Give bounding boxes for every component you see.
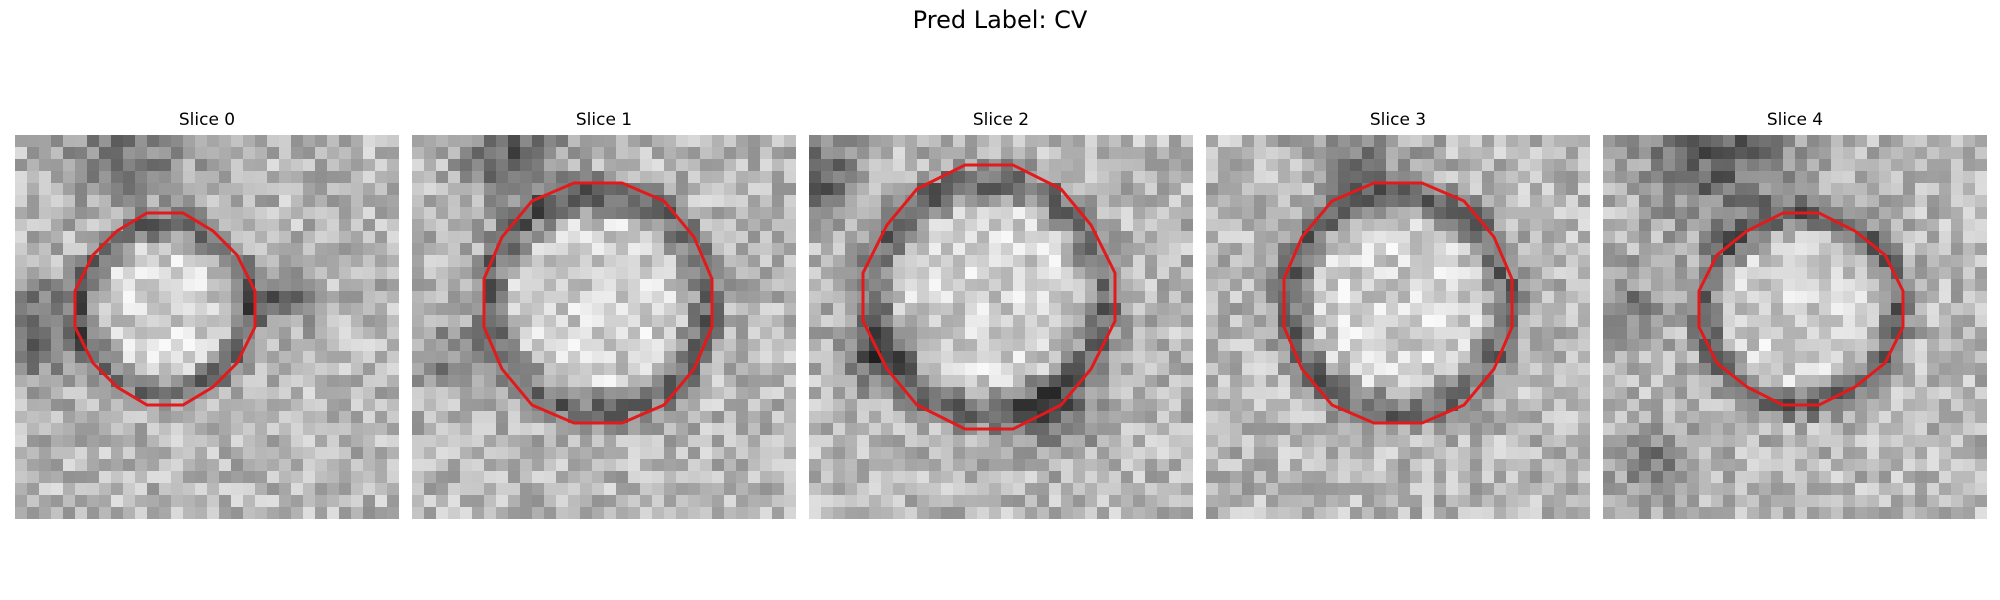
slice-panel: Slice 4 <box>1603 108 1987 519</box>
slice-title: Slice 3 <box>1369 110 1427 130</box>
slice-image <box>1603 135 1987 519</box>
contour-outline <box>1697 211 1905 407</box>
slice-image <box>15 135 399 519</box>
slice-title: Slice 2 <box>972 110 1030 130</box>
figure-title: Pred Label: CV <box>912 6 1088 34</box>
contour-outline <box>1282 181 1514 425</box>
slice-title: Slice 0 <box>178 110 236 130</box>
slice-image <box>1206 135 1590 519</box>
slice-image <box>412 135 796 519</box>
slice-title: Slice 4 <box>1766 110 1824 130</box>
contour-outline <box>861 163 1117 431</box>
slice-title: Slice 1 <box>575 110 633 130</box>
slice-panel: Slice 1 <box>412 108 796 519</box>
slice-panel: Slice 0 <box>15 108 399 519</box>
slice-image <box>809 135 1193 519</box>
contour-outline <box>482 181 714 425</box>
contour-outline <box>73 211 257 407</box>
slice-panel: Slice 3 <box>1206 108 1590 519</box>
slice-panel: Slice 2 <box>809 108 1193 519</box>
